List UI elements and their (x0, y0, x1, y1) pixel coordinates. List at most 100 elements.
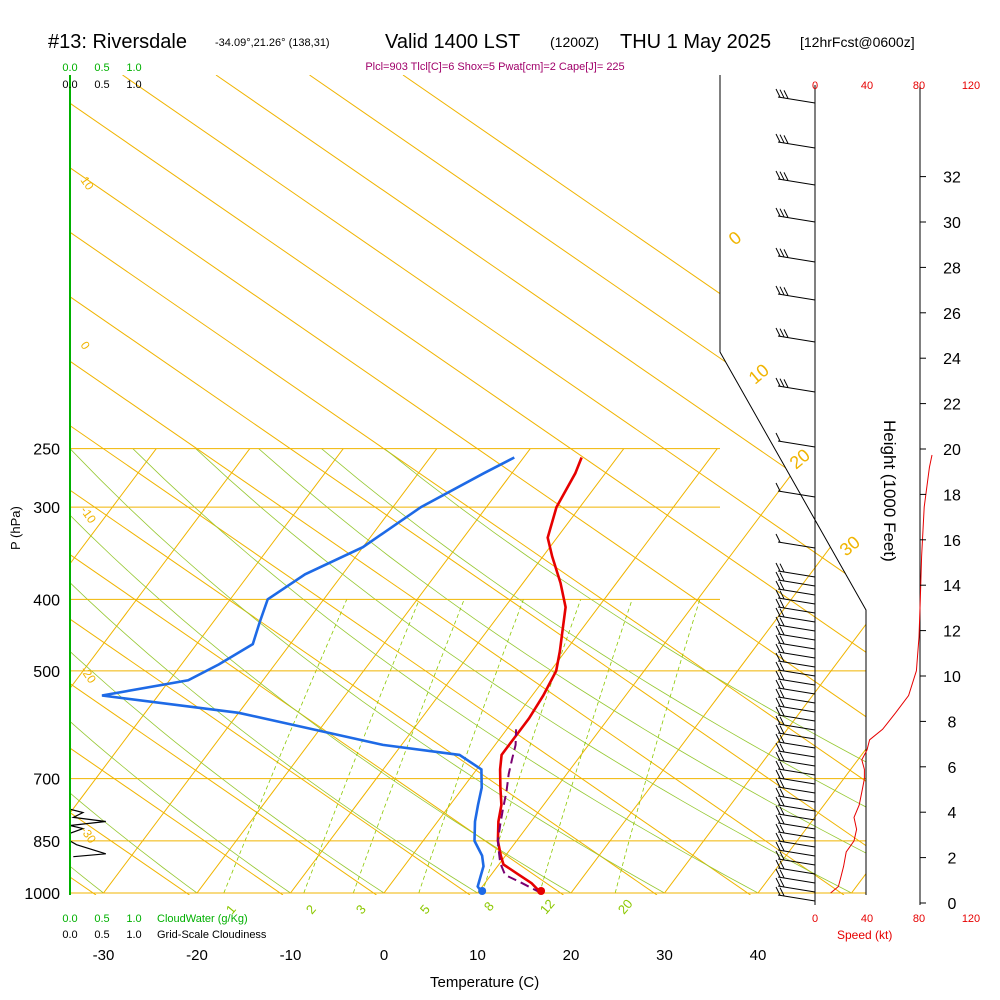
y-tick-label: 1000 (24, 886, 60, 903)
y-axis-label: P (hPa) (8, 506, 23, 550)
surface-temperature-dot (537, 887, 546, 895)
adiabat-line (70, 75, 658, 895)
cloudiness-scale-top: 0.0 (62, 79, 77, 91)
cloud-scale-bottom: 0.0 (62, 913, 77, 925)
wind-barb (775, 697, 816, 713)
x-tick-label: 0 (380, 947, 388, 964)
wind-barb (775, 814, 816, 830)
mixing-ratio-label: 8 (481, 899, 497, 914)
wind-barb (775, 733, 816, 749)
wind-barb (775, 706, 816, 722)
adiabat-line (0, 75, 3, 895)
wind-barb (775, 652, 816, 668)
wind-barb (775, 598, 816, 614)
adiabat-line (70, 75, 751, 895)
wind-barb (775, 769, 816, 785)
wind-barb (775, 859, 816, 875)
y-tick-label: 500 (33, 664, 60, 681)
surface-dewpoint-dot (478, 887, 487, 895)
wind-barb (775, 760, 816, 776)
x-tick-label: 20 (563, 947, 580, 964)
chart-title-coords: -34.09°,21.26° (138,31) (215, 37, 330, 49)
wind-barb (775, 562, 816, 578)
wind-barb (775, 742, 816, 758)
chart-title-date: THU 1 May 2025 (620, 31, 771, 53)
adiabat-line (309, 75, 866, 895)
wind-barb (775, 634, 816, 650)
dewpoint-profile (101, 456, 515, 894)
wind-barb (775, 616, 816, 632)
mixing-ratio-label: 3 (353, 902, 369, 917)
wind-barb (775, 247, 816, 263)
cloud-scale-bottom: 0.5 (94, 913, 109, 925)
wind-barb (775, 679, 816, 695)
height-tick-label: 28 (943, 260, 961, 277)
isotherm-label: 10 (78, 174, 97, 193)
adiabat-line (70, 75, 471, 895)
wind-barb (775, 787, 816, 803)
adiabat-line (70, 75, 377, 895)
wind-speed-profile (830, 454, 933, 894)
wind-barb (775, 571, 816, 587)
height-tick-label: 26 (943, 306, 961, 323)
dry-adiabat (321, 448, 866, 894)
speed-label: Speed (kt) (837, 928, 892, 942)
mixing-ratio-label: 20 (615, 896, 636, 917)
height-tick-label: 8 (948, 714, 957, 731)
wind-barb (775, 715, 816, 731)
adiabat-line (70, 75, 866, 895)
adiabat-line (70, 75, 284, 895)
wind-barb (775, 607, 816, 623)
wind-barb (775, 133, 816, 149)
wind-barb (775, 533, 816, 549)
adiabat-line (402, 75, 866, 895)
cloud-scale-bottom: 1.0 (126, 913, 141, 925)
cloudiness-scale-bottom: 1.0 (126, 929, 141, 941)
wind-barb (775, 625, 816, 641)
cloud-scale-top: 0.0 (62, 62, 77, 74)
chart-title-station: #13: Riversdale (48, 31, 187, 53)
adiabat-line (122, 75, 866, 895)
wind-barb (775, 796, 816, 812)
cloudwater-label: CloudWater (g/Kg) (157, 913, 248, 925)
height-tick-label: 4 (948, 805, 957, 822)
y-tick-label: 250 (33, 442, 60, 459)
dry-adiabat (132, 448, 759, 894)
height-tick-label: 16 (943, 533, 961, 550)
wind-barb (775, 850, 816, 866)
isotherm-label: -20 (78, 664, 100, 687)
speed-tick-top: 40 (861, 80, 873, 92)
cloudwater-profile (70, 808, 106, 834)
speed-tick-bottom: 0 (812, 913, 818, 925)
height-tick-label: 10 (943, 669, 961, 686)
mixing-ratio-line (539, 599, 633, 894)
isotherm-label: 20 (786, 445, 814, 473)
wind-barb (775, 661, 816, 677)
cloudiness-scale-bottom: 0.0 (62, 929, 77, 941)
cloud-scale-top: 1.0 (126, 62, 141, 74)
right-axis-label: Height (1000 Feet) (880, 420, 899, 562)
wind-barb (775, 432, 816, 448)
isotherm-label: -30 (78, 824, 100, 847)
y-tick-label: 700 (33, 772, 60, 789)
height-tick-label: 20 (943, 442, 961, 459)
isotherm-label: 0 (78, 339, 93, 353)
speed-tick-top: 80 (913, 80, 925, 92)
height-tick-label: 24 (943, 351, 961, 368)
cloud-scale-top: 0.5 (94, 62, 109, 74)
wind-barb (775, 589, 816, 605)
mixing-ratio-label: 2 (303, 902, 319, 917)
wind-barb (775, 877, 816, 893)
wind-barb (775, 377, 816, 393)
wind-barb (775, 751, 816, 767)
dry-adiabat (70, 448, 198, 894)
y-tick-label: 300 (33, 500, 60, 517)
wind-barb (775, 580, 816, 596)
height-tick-label: 0 (948, 896, 957, 913)
y-tick-label: 850 (33, 834, 60, 851)
height-tick-label: 32 (943, 170, 961, 187)
x-tick-label: -30 (93, 947, 115, 964)
plot-frame (719, 75, 867, 895)
speed-tick-bottom: 120 (962, 913, 980, 925)
cloudiness-scale-bottom: 0.5 (94, 929, 109, 941)
